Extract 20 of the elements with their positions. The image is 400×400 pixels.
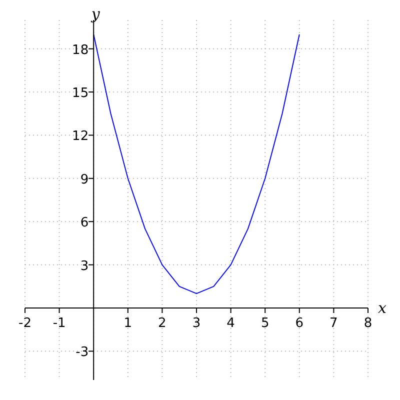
y-tick-label: 15 (72, 86, 89, 101)
x-tick-label: 7 (330, 316, 338, 331)
x-tick-label: 5 (260, 316, 270, 331)
x-axis-title: x (378, 299, 387, 317)
y-tick-label: 6 (80, 216, 89, 231)
x-tick-label: 1 (124, 316, 132, 331)
y-tick-label: 12 (72, 129, 89, 144)
x-tick-label: -1 (52, 316, 66, 331)
y-tick-label: 9 (80, 172, 89, 188)
y-tick-label: 3 (80, 258, 89, 274)
x-tick-label: 2 (158, 316, 166, 331)
x-tick-label: 6 (295, 316, 304, 331)
y-tick-label: -3 (76, 345, 89, 360)
x-tick-label: 8 (364, 316, 372, 331)
y-axis-title: y (90, 5, 100, 23)
x-tick-label: -2 (18, 316, 32, 331)
x-tick-label: 3 (192, 316, 201, 331)
line-series (93, 34, 300, 294)
y-tick-label: 18 (72, 42, 89, 58)
x-tick-label: 4 (226, 316, 235, 331)
